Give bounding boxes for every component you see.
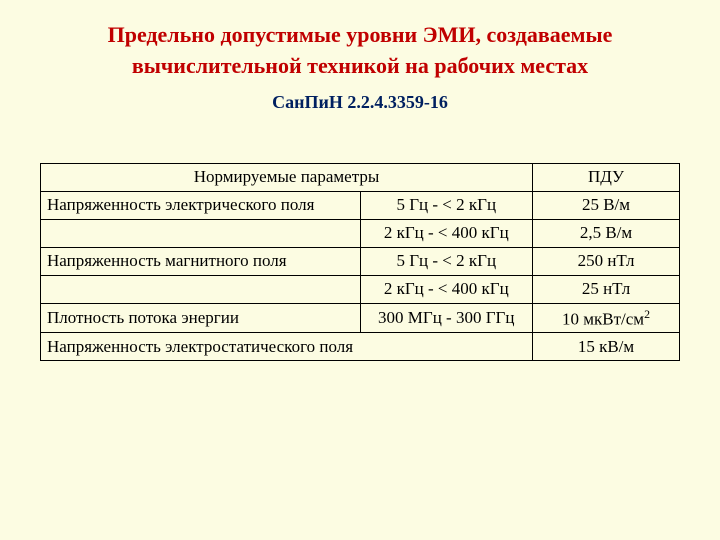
header-pdu: ПДУ: [533, 163, 680, 191]
cell-pdu: 25 В/м: [533, 191, 680, 219]
cell-range: 2 кГц - < 400 кГц: [360, 275, 533, 303]
cell-param: Напряженность электростатического поля: [41, 333, 533, 361]
cell-range: 5 Гц - < 2 кГц: [360, 247, 533, 275]
cell-range: 5 Гц - < 2 кГц: [360, 191, 533, 219]
cell-pdu: 2,5 В/м: [533, 219, 680, 247]
table-row: 2 кГц - < 400 кГц 2,5 В/м: [41, 219, 680, 247]
cell-range: 300 МГц - 300 ГГц: [360, 303, 533, 333]
cell-range: 2 кГц - < 400 кГц: [360, 219, 533, 247]
header-param: Нормируемые параметры: [41, 163, 533, 191]
table-row: Напряженность магнитного поля 5 Гц - < 2…: [41, 247, 680, 275]
cell-param: Напряженность электрического поля: [41, 191, 361, 219]
cell-param: Напряженность магнитного поля: [41, 247, 361, 275]
page-title: Предельно допустимые уровни ЭМИ, создава…: [70, 20, 650, 82]
cell-pdu: 15 кВ/м: [533, 333, 680, 361]
cell-param: Плотность потока энергии: [41, 303, 361, 333]
cell-param: [41, 275, 361, 303]
cell-pdu: 250 нТл: [533, 247, 680, 275]
table-header-row: Нормируемые параметры ПДУ: [41, 163, 680, 191]
table-row: Напряженность электростатического поля 1…: [41, 333, 680, 361]
page-subtitle: СанПиН 2.2.4.3359-16: [40, 92, 680, 113]
emi-limits-table: Нормируемые параметры ПДУ Напряженность …: [40, 163, 680, 362]
table-row: Плотность потока энергии 300 МГц - 300 Г…: [41, 303, 680, 333]
cell-pdu: 10 мкВт/см2: [533, 303, 680, 333]
table-row: Напряженность электрического поля 5 Гц -…: [41, 191, 680, 219]
cell-param: [41, 219, 361, 247]
table-row: 2 кГц - < 400 кГц 25 нТл: [41, 275, 680, 303]
cell-pdu: 25 нТл: [533, 275, 680, 303]
